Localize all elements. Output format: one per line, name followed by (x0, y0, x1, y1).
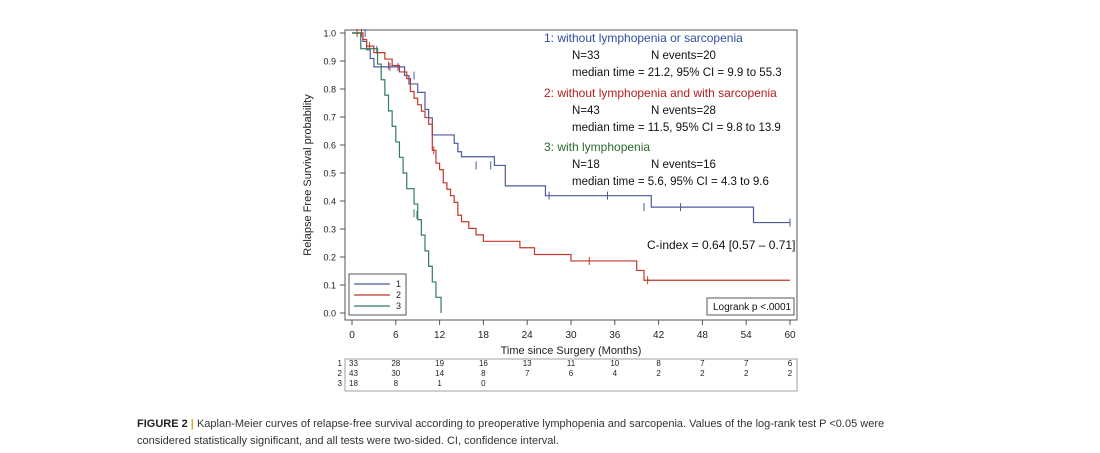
annotation-median-g3: median time = 5.6, 95% CI = 4.3 to 9.6 (572, 176, 769, 188)
risk-cell: 7 (700, 359, 705, 368)
risk-row-label: 2 (338, 369, 343, 378)
y-tick-label: 0.9 (323, 57, 336, 67)
logrank-box: Logrank p <.0001 (706, 297, 795, 316)
kaplan-meier-chart: 0.00.10.20.30.40.50.60.70.80.91.0 0 6 12 18… (302, 29, 798, 392)
risk-cell: 8 (656, 359, 661, 368)
risk-cell: 30 (391, 369, 400, 378)
x-tick-label: 12 (434, 330, 446, 341)
x-tick-label: 60 (784, 330, 796, 341)
annotation-title-g3: 3: with lymphopenia (544, 140, 650, 154)
y-axis: 0.0 0.1 0.2 0.3 0.4 0.5 0.6 0.7 0.8 0.9 1.0 (323, 29, 345, 319)
risk-row-label: 3 (338, 379, 343, 388)
risk-cell: 10 (610, 359, 619, 368)
risk-cell: 14 (435, 369, 444, 378)
risk-cell: 8 (481, 369, 486, 378)
risk-cell: 28 (391, 359, 400, 368)
legend-label-3: 3 (396, 301, 401, 311)
y-tick-label: 1.0 (323, 29, 336, 39)
caption-line-1: Kaplan-Meier curves of relapse-free surv… (196, 418, 885, 430)
x-tick-label: 54 (741, 330, 753, 341)
x-tick-label: 42 (653, 330, 665, 341)
x-axis: 0 6 12 18 24 30 36 42 48 54 60 (349, 320, 796, 341)
x-tick-label: 24 (522, 330, 534, 341)
annotation-title-g1: 1: without lymphopenia or sarcopenia (544, 31, 743, 45)
x-tick-label: 6 (393, 330, 399, 341)
risk-cell: 19 (435, 359, 444, 368)
y-tick-label: 0.5 (323, 169, 336, 179)
risk-cell: 6 (788, 359, 793, 368)
risk-cell: 13 (523, 359, 532, 368)
annotation-n-g3: N=18 (572, 159, 600, 171)
caption-separator: | (190, 418, 194, 430)
risk-cell: 4 (613, 369, 618, 378)
x-tick-label: 30 (565, 330, 577, 341)
annotation-n-g2: N=43 (572, 105, 600, 117)
y-tick-label: 0.2 (323, 253, 336, 263)
annotation-events-g2: N events=28 (651, 105, 716, 117)
risk-table-frame (344, 358, 798, 392)
survival-curve-3 (352, 32, 442, 313)
group-annotations: 1: without lymphopenia or sarcopenia N=33… (544, 31, 782, 188)
survival-curve-2 (352, 32, 790, 281)
risk-cell: 2 (700, 369, 705, 378)
legend: 123 (348, 273, 407, 316)
survival-curve-1 (352, 32, 790, 224)
y-axis-label: Relapse Free Survival probability (302, 94, 314, 256)
risk-cell: 2 (788, 369, 793, 378)
risk-table: 1 33 28 19 16 13 11 10 8 7 7 62 43 30 14 8 7 6 4 2 2 2 23 18 8 1 0 (338, 358, 798, 392)
risk-row-label: 1 (338, 359, 343, 368)
annotation-n-g1: N=33 (572, 50, 600, 62)
c-index-label: C-index = 0.64 [0.57 – 0.71] (647, 238, 795, 252)
risk-cell: 33 (349, 359, 358, 368)
x-tick-label: 36 (609, 330, 621, 341)
x-tick-label: 48 (697, 330, 709, 341)
risk-cell: 6 (569, 369, 574, 378)
risk-cell: 1 (437, 379, 442, 388)
y-tick-label: 0.7 (323, 113, 336, 123)
risk-cell: 7 (744, 359, 749, 368)
risk-cell: 11 (567, 359, 576, 368)
y-tick-label: 0.4 (323, 197, 336, 207)
risk-cell: 43 (349, 369, 358, 378)
logrank-label: Logrank p <.0001 (713, 302, 792, 313)
risk-cell: 16 (479, 359, 488, 368)
legend-label-2: 2 (396, 290, 401, 300)
x-axis-label: Time since Surgery (Months) (501, 345, 642, 357)
caption-line-2: considered statistically significant, an… (137, 435, 559, 447)
risk-cell: 0 (481, 379, 486, 388)
annotation-events-g3: N events=16 (651, 159, 716, 171)
caption-figure-label: FIGURE 2 (137, 418, 188, 430)
annotation-title-g2: 2: without lymphopenia and with sarcopen… (544, 86, 777, 100)
y-tick-label: 0.6 (323, 141, 336, 151)
annotation-median-g2: median time = 11.5, 95% CI = 9.8 to 13.9 (572, 122, 781, 134)
risk-cell: 2 (656, 369, 661, 378)
survival-curves (352, 29, 791, 313)
x-tick-label: 18 (478, 330, 490, 341)
annotation-events-g1: N events=20 (651, 50, 716, 62)
y-tick-label: 0.0 (323, 309, 336, 319)
legend-label-1: 1 (396, 279, 401, 289)
risk-cell: 7 (525, 369, 530, 378)
y-tick-label: 0.3 (323, 225, 336, 235)
x-tick-label: 0 (349, 330, 355, 341)
risk-cell: 2 (744, 369, 749, 378)
y-tick-label: 0.1 (323, 281, 336, 291)
risk-cell: 8 (394, 379, 399, 388)
y-tick-label: 0.8 (323, 85, 336, 95)
risk-cell: 18 (349, 379, 358, 388)
annotation-median-g1: median time = 21.2, 95% CI = 9.9 to 55.3 (572, 67, 782, 79)
figure-caption: FIGURE 2 | Kaplan-Meier curves of relaps… (137, 416, 937, 450)
